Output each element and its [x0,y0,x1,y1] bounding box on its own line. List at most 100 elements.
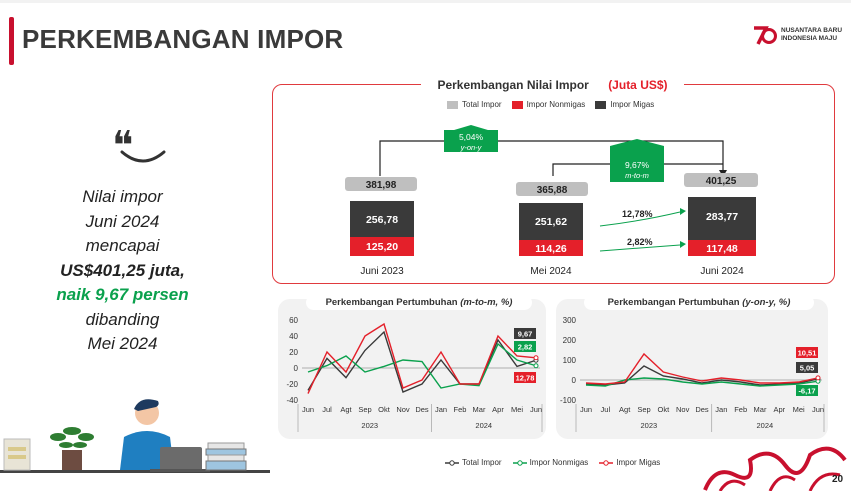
main-chart-legend: Total Impor Impor Nonmigas Impor Migas [447,100,654,109]
x-tick-label: Jun [580,405,592,414]
migas-value: 283,77 [706,211,738,223]
nonmigas-value: 117,48 [706,243,738,255]
legend-swatch-total [447,100,458,109]
period-label: Juni 2023 [360,266,404,277]
x-tick-label: Des [415,405,429,414]
end-label-value: -6,17 [798,387,815,396]
year-label: 2023 [361,421,378,430]
office-illustration [0,399,270,473]
x-tick-label: Des [695,405,709,414]
chart-title-text: Perkembangan Pertumbuhan [325,297,458,308]
x-tick-label: Jul [601,405,611,414]
year-label: 2024 [756,421,773,430]
x-tick-label: Jun [530,405,542,414]
series-line-impor-migas [585,352,819,385]
x-tick-label: Nov [676,405,690,414]
series-end-point [815,375,821,381]
end-label-value: 12,78 [516,374,535,383]
mtm-chart-title: Perkembangan Pertumbuhan (m-to-m, %) [306,295,532,310]
nonmigas-growth-arrow [599,244,681,252]
period-label: Juni 2024 [700,266,744,277]
y-tick-label: 200 [563,336,577,345]
total-value: 365,88 [537,185,568,196]
end-label-box [514,341,536,352]
year-label: 2023 [640,421,657,430]
period-label: Mei 2024 [530,266,572,277]
import-value-chart-title: Perkembangan Nilai Impor (Juta US$) [272,76,833,94]
y-tick-label: 60 [289,316,298,325]
summary-growth: naik 9,67 persen [56,285,189,304]
x-tick-label: Jan [435,405,447,414]
title-accent-bar [9,17,14,65]
legend-label: Impor Migas [616,458,661,467]
x-tick-label: Sep [637,405,650,414]
series-line-impor-migas [307,322,537,394]
mtm-badge-sub: m-to-m [625,171,649,180]
x-tick-label: Mei [511,405,523,414]
end-label-box [514,372,536,383]
legend-label: Total Impor [462,458,502,467]
total-value: 381,98 [366,180,397,191]
mtm-badge [610,139,664,158]
series-line-total-impor [585,365,819,386]
summary-line: Mei 2024 [87,334,158,353]
y-tick-label: 20 [289,348,298,357]
end-label-box [796,385,818,396]
y-tick-label: 0 [294,364,299,373]
series-end-point [533,355,539,361]
mtm-growth-chart: 60 40 20 0 -20 -40 Jun Jul Agt Sep Okt Nov Des Jan Feb… [286,316,543,432]
y-tick-label: 0 [572,376,577,385]
end-label-value: 2,82 [518,343,533,352]
x-tick-label: Mar [754,405,767,414]
legend-label: Impor Migas [610,100,655,109]
nonmigas-value: 125,20 [366,241,398,253]
yoy-badge-value: 5,04% [459,132,484,142]
chart-title-text: Perkembangan Pertumbuhan [607,297,740,308]
legend-label: Total Impor [462,100,502,109]
nonmigas-bar [350,237,414,256]
x-tick-label: Apr [773,405,785,414]
end-label-value: 5,05 [800,364,815,373]
yoy-connector [379,140,724,176]
page-number: 20 [832,474,844,485]
legend-line-total [445,459,459,466]
legend-swatch-nonmigas [511,100,523,109]
end-label-box [796,362,818,373]
summary-text: Nilai impor Juni 2024 mencapai US$401,25… [40,185,205,357]
x-tick-label: Apr [492,405,504,414]
end-label-box [514,328,536,339]
migas-value: 251,62 [535,216,567,228]
arrow-head-icon [680,241,686,248]
chart-title-unit: (m-to-m, %) [460,297,513,308]
yoy-growth-panel [556,299,828,439]
migas-bar [519,203,583,240]
x-tick-label: Agt [619,405,631,414]
x-tick-label: Okt [657,405,670,414]
series-line-impor-nonmigas [585,377,819,387]
legend-label: Impor Nonmigas [529,458,589,467]
logo-text: NUSANTARA BARU INDONESIA MAJU [781,27,842,43]
arrow-head-icon [680,208,686,215]
growth-legend: Total Impor Impor Nonmigas Impor Migas [445,458,660,467]
summary-line: Nilai impor [82,187,163,206]
x-tick-label: Jun [812,405,824,414]
legend-swatch-migas [595,100,607,109]
series-line-impor-nonmigas [307,342,537,389]
x-tick-label: Mei [793,405,805,414]
legend-label: Impor Nonmigas [526,100,586,109]
y-tick-label: 300 [563,316,577,325]
nonmigas-bar [688,240,756,256]
x-tick-label: Jun [302,405,314,414]
logo-text-line-2: INDONESIA MAJU [781,35,838,42]
migas-bar [350,201,414,237]
mtm-connector [552,163,723,176]
total-label-box [345,177,417,191]
year-label: 2024 [475,421,492,430]
series-line-total-impor [307,330,537,393]
chart-title-text: Perkembangan Nilai Impor [429,78,597,92]
yoy-chart-title: Perkembangan Pertumbuhan (y-on-y, %) [584,295,814,310]
mtm-badge-value: 9,67% [625,160,650,170]
page-title: PERKEMBANGAN IMPOR [22,24,344,54]
import-value-bars: 5,04% y-on-y 9,67% m-to-m 381,98 256,78 … [345,125,758,277]
nusantara-logo-icon [754,26,777,45]
